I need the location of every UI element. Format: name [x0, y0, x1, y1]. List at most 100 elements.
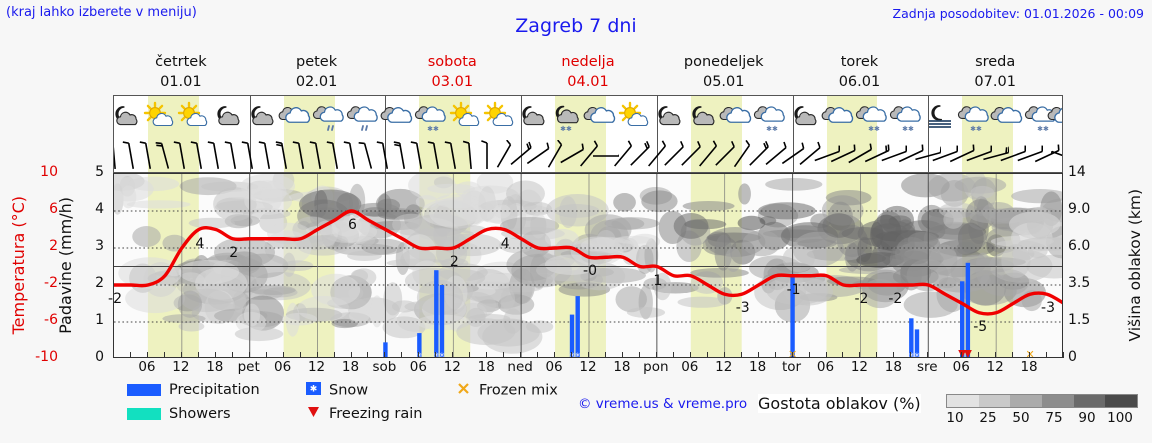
- precipitation-tick: 0: [95, 349, 104, 365]
- wind-barb: [644, 140, 670, 172]
- cloud-blob: [178, 321, 205, 332]
- day-name: nedelja: [561, 54, 615, 70]
- cloud-blob: [522, 201, 552, 216]
- x-axis-tick: [435, 352, 437, 358]
- temperature-value-label: 1: [653, 272, 663, 289]
- x-axis-label: sre: [916, 359, 938, 375]
- x-axis-tick: [876, 352, 878, 358]
- x-axis-label: ned: [507, 359, 533, 375]
- precipitation-swatch: [127, 384, 161, 396]
- precipitation-axis-title-text: Padavine (mm/h): [55, 196, 75, 334]
- cloud-blob: [954, 176, 1007, 194]
- location-menu-note[interactable]: (kraj lahko izberete v meniju): [6, 5, 197, 20]
- precip-bar: [434, 270, 439, 357]
- wind-barb: [576, 140, 602, 172]
- x-axis-tick: [214, 352, 216, 358]
- x-axis-labels: 06 12 18 pet 06 12 18 sob 06 12 18 ned 06 12 18 pon 06 12…: [113, 358, 1063, 378]
- temperature-value-label: 4: [195, 235, 205, 252]
- wind-barb: [780, 140, 806, 172]
- cloud-height-tick: 3.5: [1068, 275, 1091, 291]
- snow-icon: ✱: [303, 382, 323, 399]
- x-axis-label: 12: [172, 359, 190, 375]
- legend-snow: ✱ Snow: [303, 382, 368, 399]
- legend-showers-label: Showers: [169, 406, 231, 422]
- x-axis-tick: [842, 352, 844, 358]
- x-axis-tick: [520, 352, 522, 358]
- day-header-3: sobota 03.01: [384, 52, 520, 94]
- x-axis-tick: [944, 352, 946, 358]
- wind-barb: [254, 140, 280, 172]
- wind-barb: [678, 140, 704, 172]
- snow-marker: ✳: [439, 352, 445, 359]
- precipitation-tick: 1: [95, 312, 104, 328]
- sun-cloud-icon: [176, 100, 210, 134]
- cloud-icon: [821, 100, 855, 134]
- cloud-height-tick: 0: [1068, 349, 1077, 365]
- moon-cloud-snow-icon: ✱✱: [549, 100, 583, 134]
- sun-cloud-icon: [448, 100, 482, 134]
- cloud-cover-legend-title: Gostota oblakov (%): [758, 394, 921, 413]
- x-axis-label: 18: [206, 359, 224, 375]
- legend-freezing-rain-label: Freezing rain: [329, 406, 423, 422]
- cloud-blob: [970, 185, 995, 199]
- cloud-blob: [282, 252, 296, 277]
- cloud-cover-colorbar-segment: [947, 395, 979, 407]
- svg-text:✱✱: ✱✱: [427, 125, 439, 133]
- cloud-blob: [382, 316, 426, 339]
- temperature-value-label: -2: [108, 291, 122, 307]
- x-axis-tick: [197, 352, 199, 358]
- x-axis-label: 06: [545, 359, 563, 375]
- cloud-blob: [614, 235, 653, 244]
- temperature-value-label: 6: [348, 217, 357, 233]
- precip-bar: [914, 329, 920, 357]
- x-axis-tick: [638, 352, 640, 358]
- temperature-value-label: 4: [500, 235, 510, 252]
- cloud-height-tick: 1.5: [1068, 312, 1091, 328]
- x-axis-label: 12: [715, 359, 733, 375]
- x-axis-tick: [554, 352, 556, 358]
- cloud-blob: [872, 247, 901, 256]
- cloud-blob: [544, 228, 579, 248]
- cloud-blob: [929, 244, 958, 276]
- x-axis-tick: [672, 352, 674, 358]
- x-axis-tick: [825, 352, 827, 358]
- cloud-blob: [903, 291, 958, 318]
- x-axis-tick: [655, 352, 657, 358]
- wind-barb: [729, 140, 755, 172]
- icon-day-separator-3: [521, 96, 523, 140]
- wind-barb: [322, 140, 348, 172]
- cloud-blob: [453, 191, 499, 221]
- x-axis-tick: [571, 352, 573, 358]
- cloud-blob: [1026, 206, 1054, 239]
- x-axis-label: 06: [274, 359, 292, 375]
- x-axis-label: pet: [237, 359, 260, 375]
- x-axis-tick: [248, 352, 250, 358]
- cloud-cover-tick: 10: [946, 410, 964, 426]
- moon-cloud-icon: [787, 100, 821, 134]
- day-date: 05.01: [702, 74, 745, 90]
- cloud-blob: [114, 177, 154, 202]
- cloud-blob: [653, 272, 672, 301]
- wind-barb: [135, 140, 161, 172]
- credit-link[interactable]: © vreme.us & vreme.pro: [578, 396, 748, 412]
- moon-cloud-icon: [210, 100, 244, 134]
- cloud-blob: [331, 318, 359, 329]
- cloud-cover-tick: 100: [1107, 410, 1133, 426]
- cloud-blob: [188, 217, 236, 229]
- x-axis-tick: [740, 352, 742, 358]
- temperature-value-label: -1: [786, 281, 801, 298]
- wind-barb: [525, 140, 551, 172]
- cloud-blob: [125, 283, 186, 314]
- x-axis-tick: [418, 352, 420, 358]
- precip-bar: [965, 262, 971, 357]
- temperature-value-label: -2: [888, 291, 903, 307]
- cloud-blob: [677, 296, 728, 308]
- cloud-blob: [162, 314, 206, 324]
- wind-barb: [203, 140, 229, 172]
- freezing-rain-icon: [303, 406, 323, 422]
- legend-precipitation: Precipitation: [127, 382, 260, 398]
- precip-bar: [909, 318, 914, 357]
- x-axis-tick: [859, 352, 861, 358]
- snow-marker: ✳: [575, 352, 581, 359]
- precipitation-tick: 2: [95, 275, 104, 291]
